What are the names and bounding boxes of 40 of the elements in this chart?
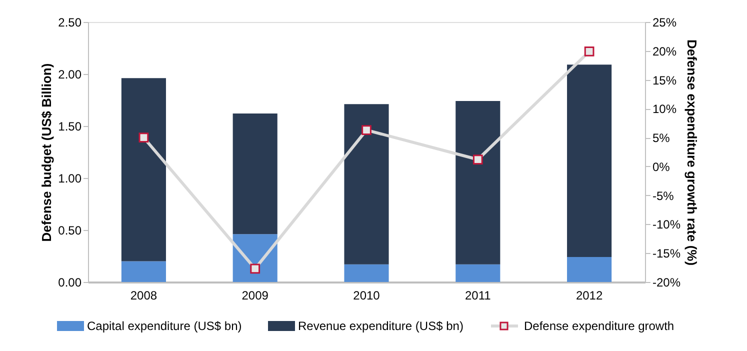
y2-tick-label: -20% bbox=[652, 276, 681, 290]
y2-tick-label: -5% bbox=[652, 188, 674, 203]
bar bbox=[344, 264, 389, 282]
legend-label: Defense expenditure growth bbox=[524, 319, 674, 333]
y2-tick-label: 0% bbox=[652, 160, 670, 174]
bar bbox=[344, 104, 389, 264]
y-tick-label: 1.00 bbox=[58, 172, 82, 186]
bar bbox=[567, 257, 612, 282]
y-tick-label: 1.50 bbox=[58, 120, 82, 134]
y2-tick-label: -10% bbox=[652, 218, 681, 232]
y2-tick-label: 10% bbox=[652, 102, 677, 116]
y2-tick-label: 15% bbox=[652, 73, 677, 88]
point bbox=[138, 132, 149, 142]
point bbox=[362, 125, 372, 135]
y-tick-label: 2.50 bbox=[58, 16, 82, 30]
x-tick-label: 2009 bbox=[242, 288, 269, 302]
x-tick-label: 2012 bbox=[576, 288, 603, 302]
y2-tick-label: 5% bbox=[652, 131, 670, 146]
x-tick-label: 2010 bbox=[353, 288, 380, 302]
y-tick-label: 0.00 bbox=[58, 276, 82, 290]
legend-label: Revenue expenditure (US$ bn) bbox=[298, 319, 464, 333]
point bbox=[584, 46, 594, 56]
y-axis-title: Defense budget (US$ Billion) bbox=[39, 63, 54, 242]
y2-tick-label: -15% bbox=[652, 246, 681, 261]
bar bbox=[121, 78, 166, 262]
bar bbox=[121, 261, 166, 282]
bar bbox=[456, 264, 500, 282]
legend-label: Capital expenditure (US$ bn) bbox=[87, 319, 242, 333]
y-tick-label: 2.00 bbox=[58, 68, 82, 82]
bar bbox=[232, 114, 278, 234]
point bbox=[250, 264, 260, 274]
x-tick-label: 2008 bbox=[130, 288, 158, 302]
bar bbox=[456, 101, 500, 264]
point bbox=[472, 154, 483, 164]
y2-tick-label: 20% bbox=[652, 44, 677, 58]
y2-tick-label: 25% bbox=[652, 16, 677, 30]
y2-axis-title: Defense expenditure growth rate (%) bbox=[684, 39, 700, 266]
y-tick-label: 0.50 bbox=[58, 224, 82, 238]
x-tick-label: 2011 bbox=[464, 288, 492, 302]
bar bbox=[567, 64, 612, 258]
